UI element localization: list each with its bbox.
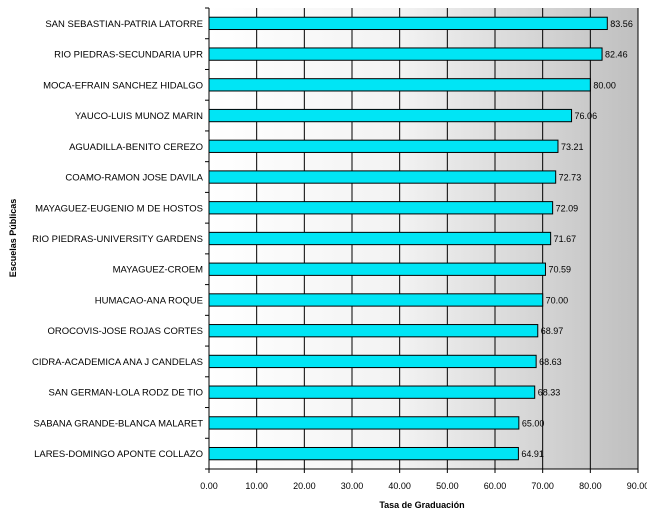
category-label: SAN SEBASTIAN-PATRIA LATORRE [45,19,203,30]
x-tick-label: 30.00 [341,481,364,491]
bar [209,17,607,29]
bar [209,386,535,398]
value-label: 72.09 [556,203,579,213]
category-label: OROCOVIS-JOSE ROJAS CORTES [47,326,203,337]
value-label: 64.91 [521,449,544,459]
category-label: SAN GERMAN-LOLA RODZ DE TIO [49,388,204,399]
bar [209,325,538,337]
value-label: 65.00 [522,418,545,428]
x-axis-title: Tasa de Graduación [379,500,464,510]
category-label: HUMACAO-ANA ROQUE [95,295,203,306]
bar [209,263,545,275]
category-label: MOCA-EFRAIN SANCHEZ HIDALGO [43,80,203,91]
x-tick-label: 90.00 [627,481,647,491]
x-tick-label: 60.00 [484,481,507,491]
value-label: 68.63 [539,357,562,367]
bar [209,48,602,60]
y-axis-title: Escuelas Públicas [8,199,18,278]
category-label: LARES-DOMINGO APONTE COLLAZO [34,449,203,460]
category-label: CIDRA-ACADEMICA ANA J CANDELAS [32,357,203,368]
x-tick-label: 50.00 [436,481,459,491]
category-label: MAYAGUEZ-EUGENIO M DE HOSTOS [35,203,203,214]
value-label: 70.59 [548,265,571,275]
value-label: 68.33 [538,388,561,398]
value-label: 82.46 [605,50,628,60]
category-label: SABANA GRANDE-BLANCA MALARET [34,418,204,429]
bar [209,140,558,152]
bar [209,355,536,367]
value-label: 70.00 [546,295,569,305]
value-label: 83.56 [610,19,633,29]
category-label: MAYAGUEZ-CROEM [113,265,204,276]
bar [209,232,551,244]
x-tick-label: 70.00 [531,481,554,491]
category-label: RIO PIEDRAS-SECUNDARIA UPR [54,50,203,61]
x-tick-label: 80.00 [579,481,602,491]
bar [209,202,553,214]
x-tick-label: 10.00 [245,481,268,491]
category-label: COAMO-RAMON JOSE DAVILA [65,173,203,184]
value-label: 80.00 [593,80,616,90]
x-tick-label: 40.00 [388,481,411,491]
category-label: YAUCO-LUIS MUNOZ MARIN [75,111,203,122]
bar [209,294,543,306]
x-tick-label: 20.00 [293,481,316,491]
x-tick-label: 0.00 [200,481,218,491]
value-label: 76.06 [575,111,598,121]
bar [209,79,590,91]
category-label: RIO PIEDRAS-UNIVERSITY GARDENS [32,234,203,245]
bar [209,447,518,459]
value-label: 72.73 [559,173,582,183]
bar [209,171,556,183]
bar [209,109,572,121]
value-label: 68.97 [541,326,564,336]
value-label: 71.67 [554,234,577,244]
value-label: 73.21 [561,142,584,152]
bar [209,417,519,429]
category-label: AGUADILLA-BENITO CEREZO [69,142,203,153]
